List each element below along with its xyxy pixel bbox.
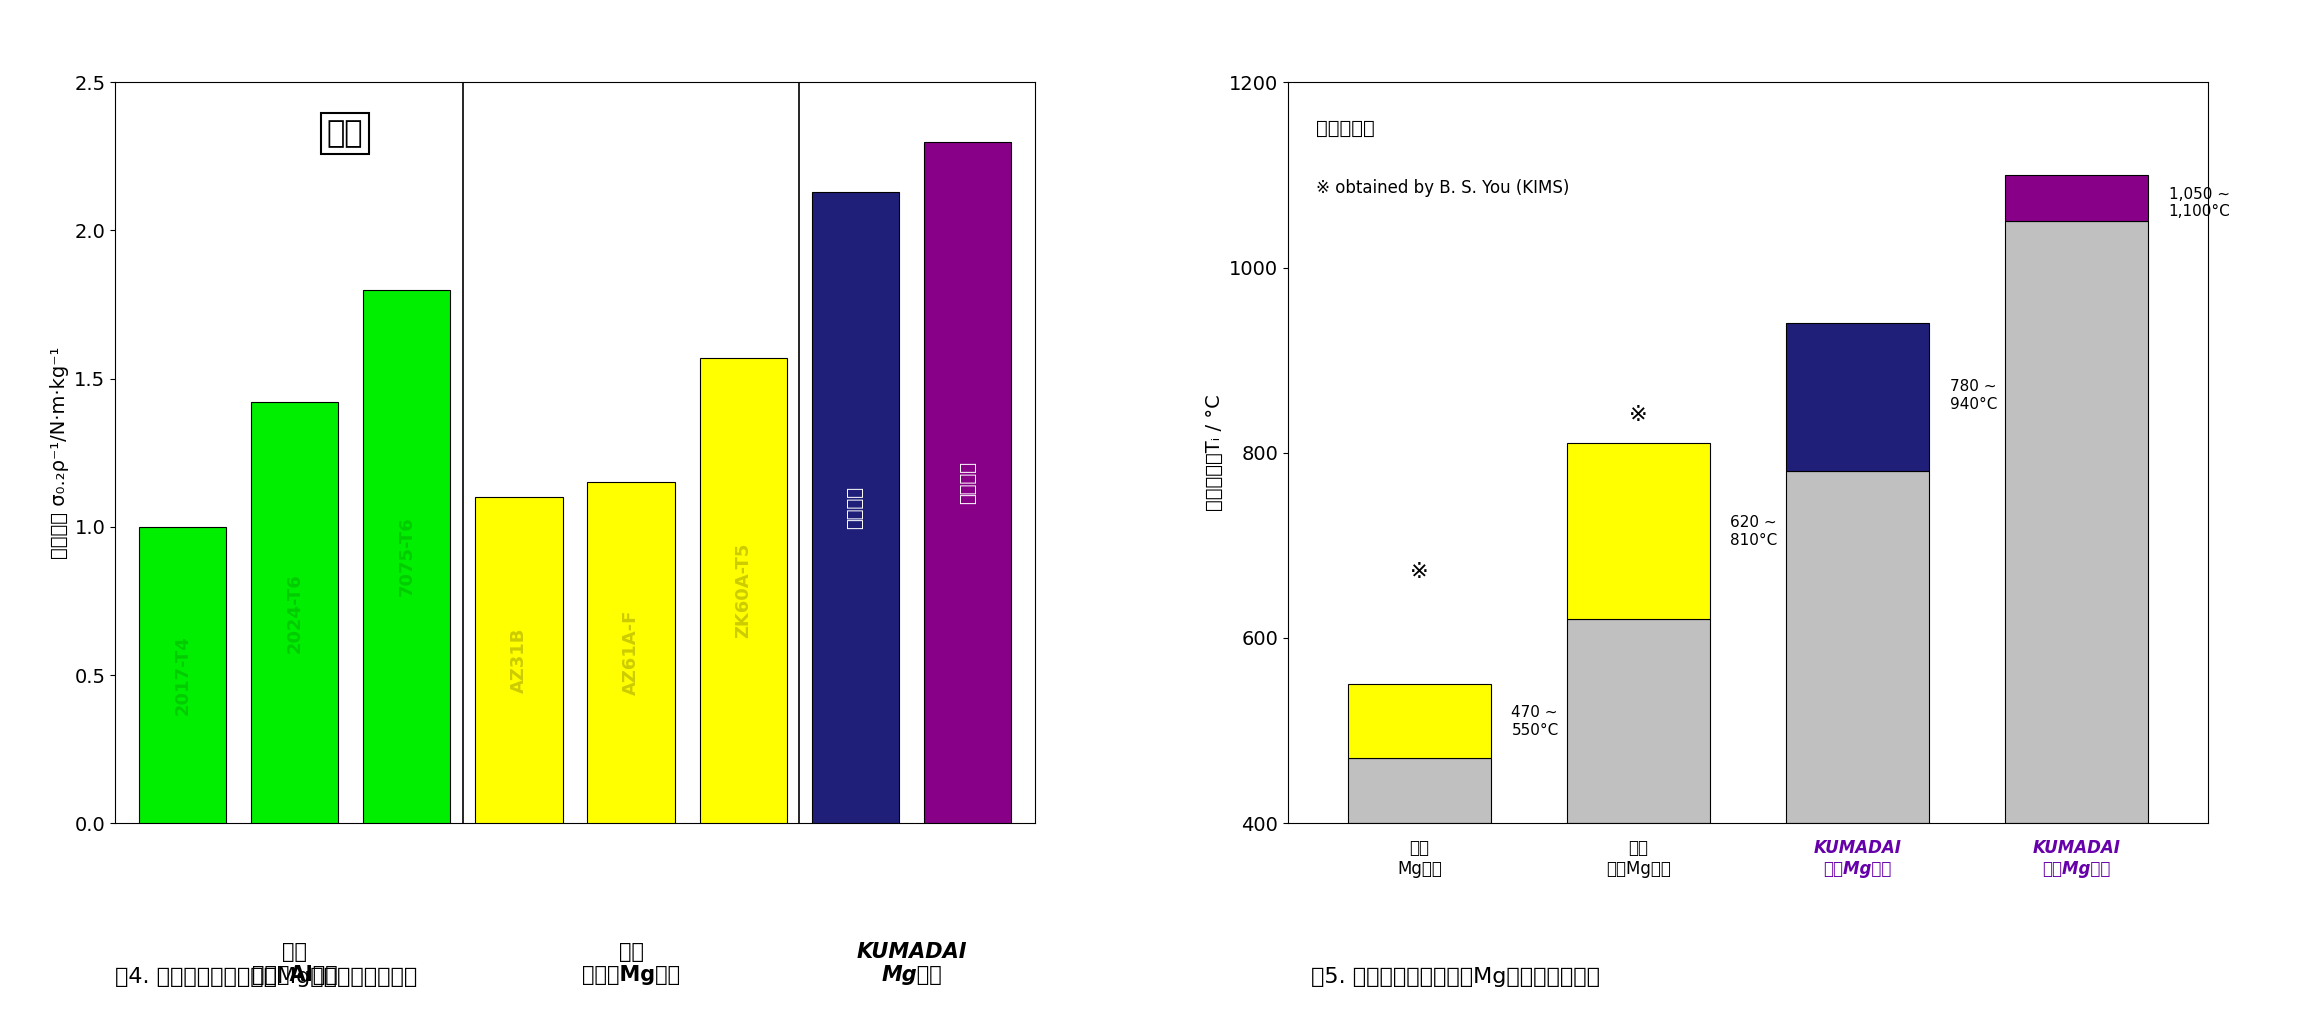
Bar [2006, 175, 2148, 221]
Bar [1787, 323, 1930, 471]
Bar [1348, 758, 1490, 823]
Text: KUMADAI
Mg合金: KUMADAI Mg合金 [856, 942, 966, 985]
Bar [812, 192, 899, 823]
Text: 470 ~
550°C: 470 ~ 550°C [1511, 705, 1559, 738]
Text: 1,050 ~
1,100°C: 1,050 ~ 1,100°C [2169, 186, 2231, 219]
Text: 7075-T6: 7075-T6 [398, 517, 416, 597]
Text: 围5. 熊本大学で開発したMg合金の発火温度: 围5. 熊本大学で開発したMg合金の発火温度 [1311, 967, 1601, 987]
Text: 市販
高強度Mg合金: 市販 高強度Mg合金 [582, 942, 681, 985]
Text: AZ61A-F: AZ61A-F [621, 610, 639, 696]
Text: ※: ※ [1410, 563, 1428, 582]
Bar [2006, 221, 2148, 823]
Text: 2024-T6: 2024-T6 [285, 573, 304, 652]
Bar [476, 497, 564, 823]
Y-axis label: 発火温度，Tᵢ / °C: 発火温度，Tᵢ / °C [1205, 394, 1224, 511]
Text: 围4. 熊本大学で開発したMg合金の機械的強度: 围4. 熊本大学で開発したMg合金の機械的強度 [115, 967, 416, 987]
Text: ※: ※ [1628, 405, 1647, 425]
Text: 620 ~
810°C: 620 ~ 810°C [1730, 516, 1778, 547]
Text: AZ31B: AZ31B [511, 628, 529, 693]
Bar [699, 358, 787, 823]
Bar [251, 402, 338, 823]
Bar [1787, 471, 1930, 823]
Text: 市販
高強度Al合金: 市販 高強度Al合金 [251, 942, 338, 985]
Text: ZK60A-T5: ZK60A-T5 [734, 543, 752, 638]
Text: 不燃合金: 不燃合金 [959, 461, 977, 504]
Bar [1348, 684, 1490, 758]
Text: 室温: 室温 [327, 119, 363, 148]
Text: 780 ~
940°C: 780 ~ 940°C [1950, 379, 1996, 412]
Text: ※ obtained by B. S. You (KIMS): ※ obtained by B. S. You (KIMS) [1316, 179, 1569, 197]
Bar [925, 142, 1012, 823]
Bar [1566, 443, 1709, 619]
Text: 2017-T4: 2017-T4 [172, 635, 191, 715]
Text: 耒熱合金: 耒熱合金 [846, 486, 865, 529]
Bar [363, 290, 451, 823]
Bar [586, 483, 674, 823]
Bar [138, 527, 225, 823]
Text: 粉末加熱法: 粉末加熱法 [1316, 119, 1375, 138]
Bar [1566, 619, 1709, 823]
Y-axis label: 比耐力， σ₀.₂ρ⁻¹/N·m·kg⁻¹: 比耐力， σ₀.₂ρ⁻¹/N·m·kg⁻¹ [51, 347, 69, 559]
